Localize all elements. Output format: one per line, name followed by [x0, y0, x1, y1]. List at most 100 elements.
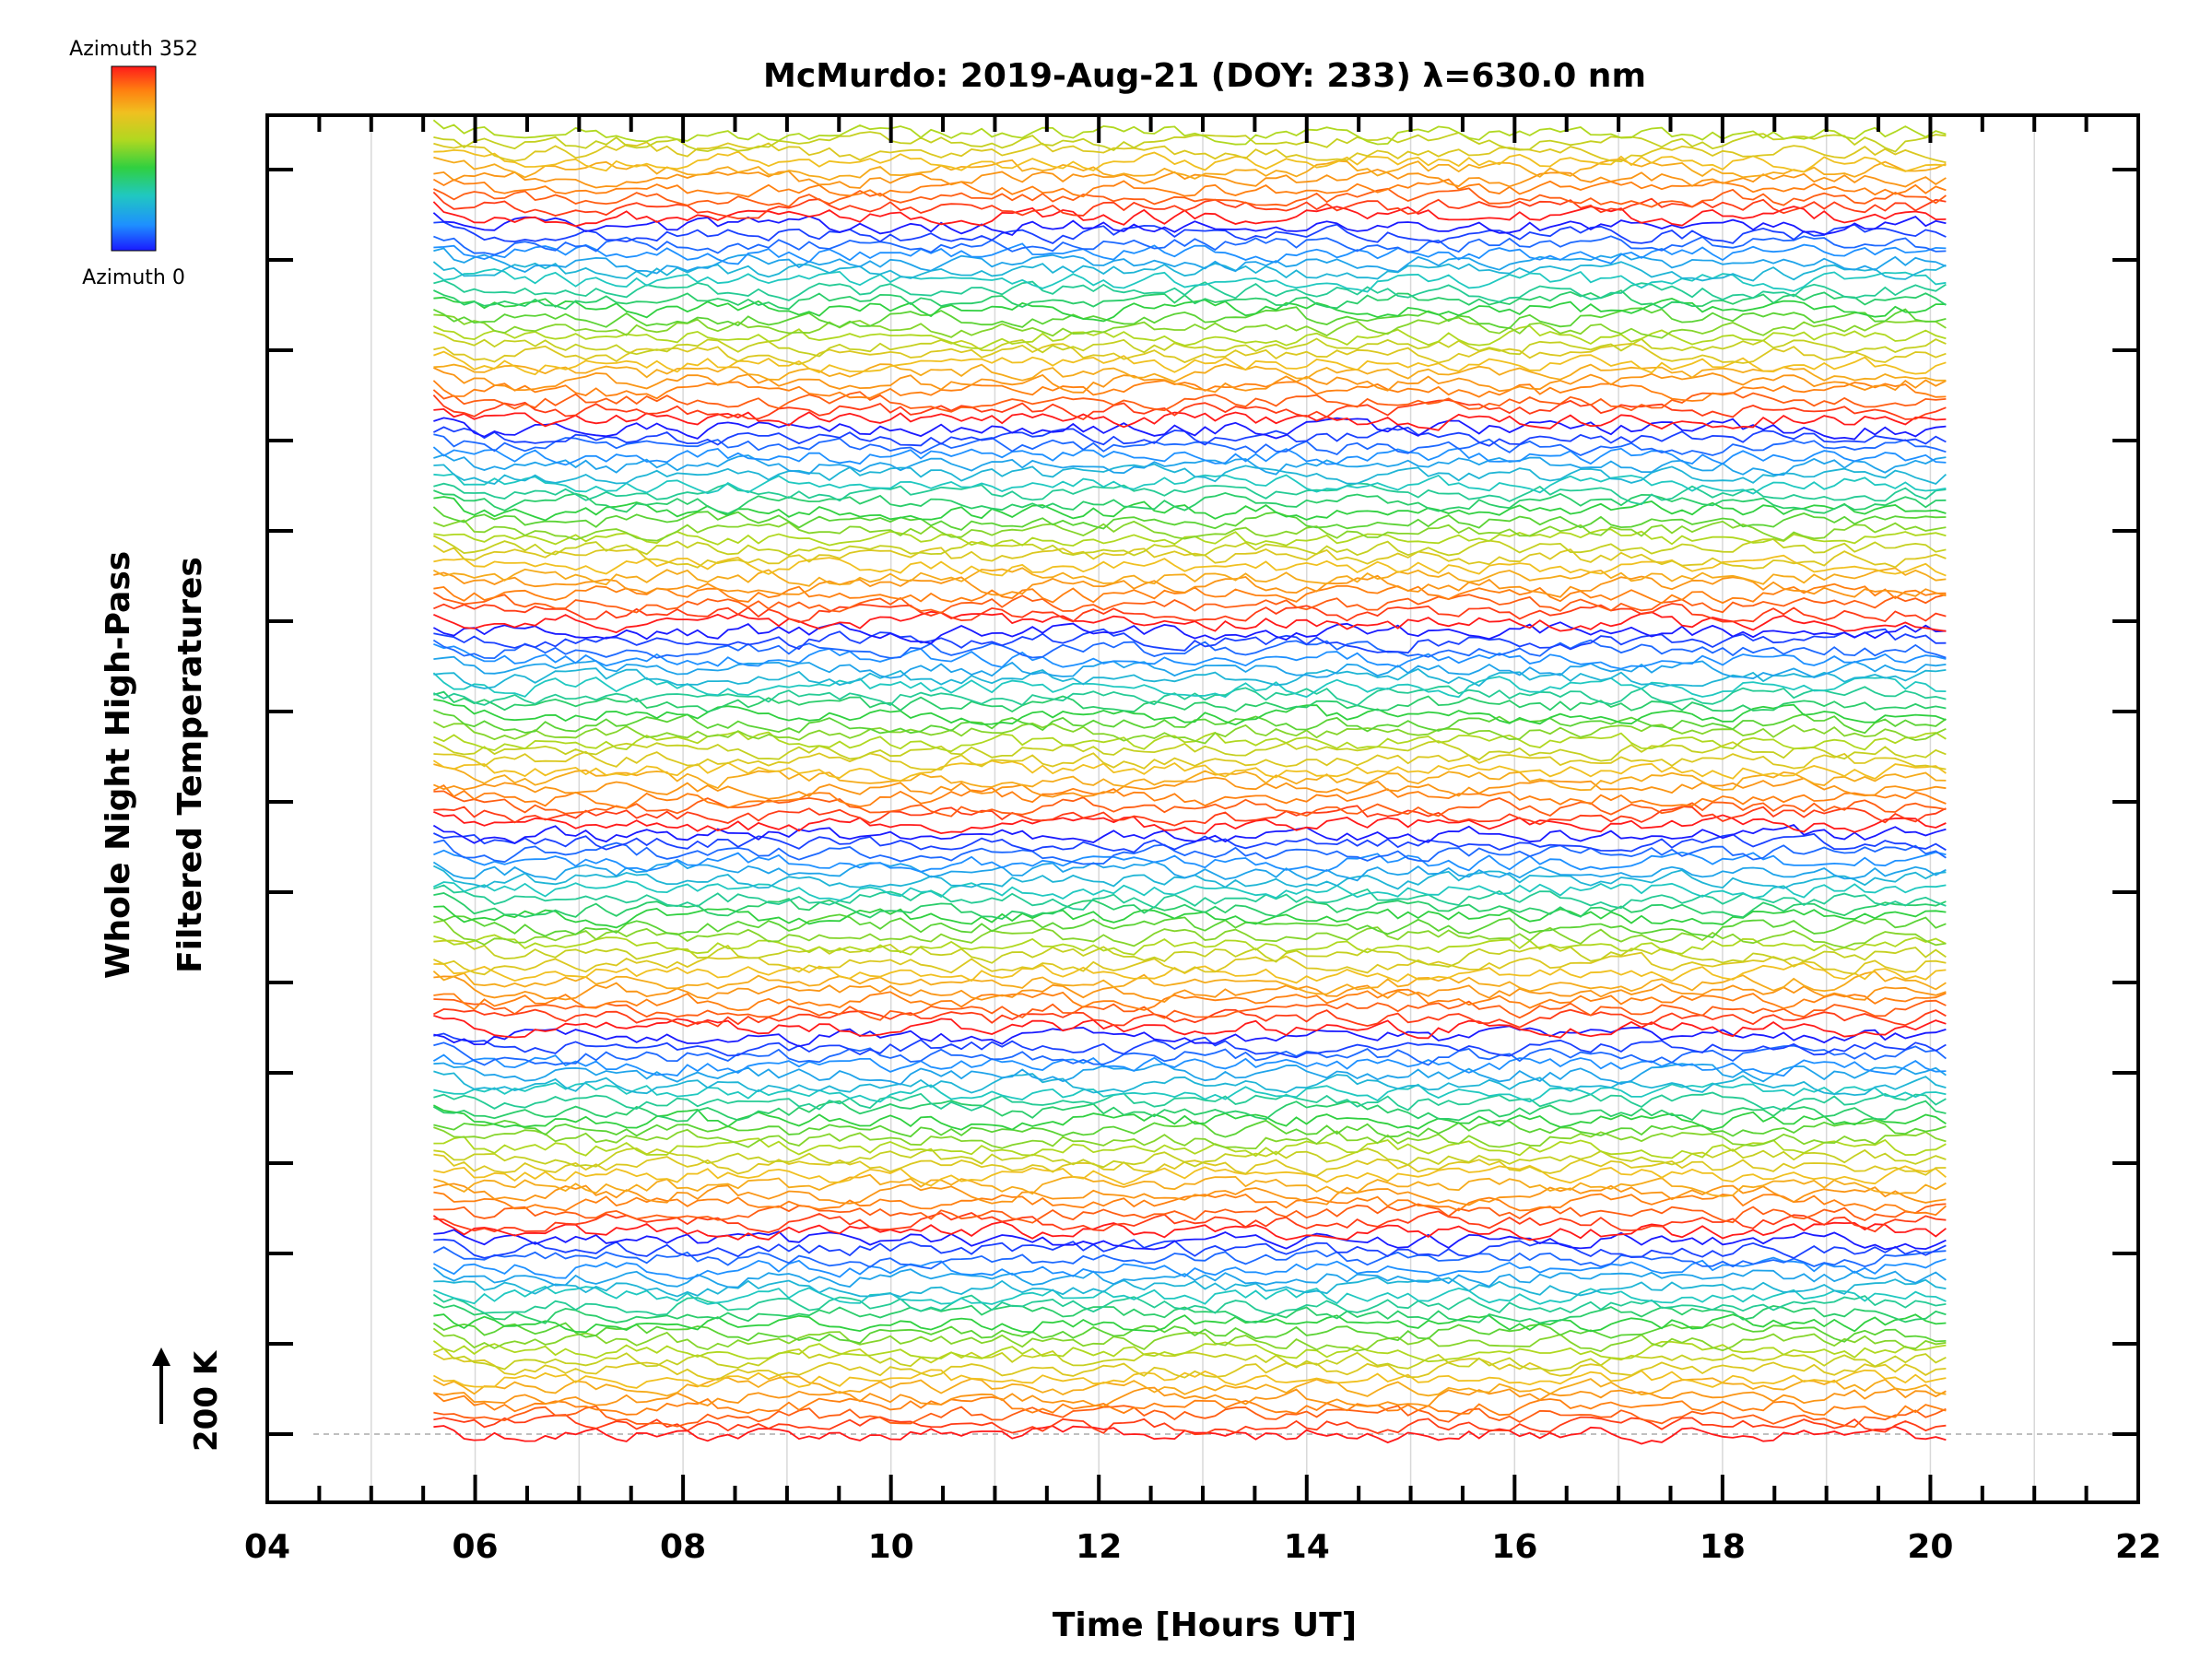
- trace-line: [432, 1104, 1947, 1131]
- trace-line: [433, 975, 1947, 1003]
- trace-line: [433, 1126, 1947, 1150]
- trace-line: [432, 389, 1947, 413]
- trace-line: [433, 235, 1947, 256]
- trace-line: [432, 446, 1947, 466]
- trace-line: [432, 1266, 1947, 1288]
- trace-line: [433, 463, 1947, 486]
- trace-line: [432, 261, 1947, 282]
- trace-line: [432, 621, 1947, 645]
- x-tick-label: 16: [1491, 1528, 1537, 1566]
- trace-line: [433, 690, 1947, 713]
- trace-line: [433, 1070, 1947, 1097]
- trace-line: [433, 350, 1947, 376]
- trace-line: [433, 602, 1947, 624]
- trace-line: [433, 528, 1947, 547]
- trace-line: [432, 544, 1947, 570]
- trace-line: [433, 187, 1947, 208]
- trace-line: [433, 610, 1947, 634]
- trace-line: [433, 313, 1947, 339]
- trace-line: [433, 998, 1947, 1021]
- trace-line: [433, 482, 1947, 506]
- trace-line: [433, 763, 1947, 792]
- y-axis-label-line1: Whole Night High-Pass: [100, 551, 137, 979]
- trace-line: [432, 1293, 1947, 1316]
- trace-line: [433, 913, 1947, 939]
- trace-line: [433, 1007, 1947, 1029]
- trace-line: [433, 832, 1947, 853]
- trace-line: [433, 1182, 1947, 1206]
- trace-line: [432, 379, 1947, 402]
- trace-line: [432, 394, 1947, 421]
- trace-line: [433, 1015, 1947, 1040]
- trace-line: [433, 1347, 1947, 1372]
- trace-line: [433, 880, 1947, 901]
- trace-line: [433, 1025, 1947, 1048]
- x-tick-label: 12: [1076, 1528, 1122, 1566]
- trace-line: [433, 156, 1947, 182]
- trace-line: [433, 1210, 1947, 1234]
- trace-line: [433, 1203, 1947, 1224]
- x-tick-label: 20: [1907, 1528, 1953, 1566]
- trace-line: [433, 1041, 1947, 1066]
- trace-line: [432, 1053, 1947, 1077]
- trace-line: [433, 433, 1947, 456]
- axis-ticks: [265, 115, 2140, 1502]
- trace-line: [433, 1062, 1947, 1086]
- trace-line: [432, 1339, 1947, 1363]
- colorbar-bottom-label: Azimuth 0: [82, 266, 185, 289]
- trace-line: [433, 306, 1947, 330]
- trace-line: [433, 473, 1947, 495]
- trace-line: [432, 1246, 1947, 1270]
- trace-line: [433, 131, 1947, 153]
- trace-line: [433, 892, 1947, 920]
- trace-line: [433, 571, 1947, 598]
- trace-line: [433, 740, 1947, 762]
- trace-line: [433, 242, 1947, 265]
- trace-line: [433, 884, 1947, 911]
- trace-line: [432, 1369, 1947, 1389]
- trace-line: [433, 951, 1947, 976]
- trace-line: [432, 201, 1947, 228]
- trace-line: [433, 919, 1947, 948]
- trace-line: [433, 839, 1947, 865]
- trace-line: [433, 1238, 1947, 1260]
- trace-line: [432, 1392, 1947, 1418]
- trace-line: [433, 279, 1947, 303]
- trace-line: [432, 426, 1947, 447]
- trace-line: [433, 247, 1947, 275]
- trace-line: [433, 331, 1947, 358]
- x-tick-label: 08: [660, 1528, 706, 1566]
- traces: [432, 119, 1947, 1445]
- x-tick-label: 06: [453, 1528, 499, 1566]
- trace-line: [433, 496, 1947, 522]
- trace-line: [433, 489, 1947, 515]
- trace-line: [433, 1276, 1947, 1298]
- trace-line: [432, 860, 1947, 882]
- trace-line: [433, 1313, 1947, 1334]
- colorbar: [111, 65, 157, 252]
- trace-line: [433, 1229, 1947, 1251]
- vertical-grid: [371, 115, 2035, 1502]
- x-tick-label: 10: [868, 1528, 914, 1566]
- trace-line: [432, 823, 1947, 844]
- scale-label: 200 K: [188, 1349, 225, 1452]
- trace-line: [432, 1100, 1947, 1123]
- trace-line: [433, 367, 1947, 394]
- trace-line: [433, 289, 1947, 311]
- trace-line: [433, 220, 1947, 245]
- trace-line: [432, 1375, 1947, 1397]
- trace-line: [433, 1164, 1947, 1187]
- trace-line: [433, 1082, 1947, 1103]
- trace-line: [433, 1091, 1947, 1112]
- trace-line: [432, 1215, 1947, 1241]
- trace-line: [433, 363, 1947, 383]
- trace-line: [433, 699, 1947, 726]
- x-tick-label: 04: [244, 1528, 290, 1566]
- trace-line: [433, 750, 1947, 771]
- trace-line: [433, 1173, 1947, 1197]
- trace-line: [433, 1301, 1947, 1324]
- trace-line: [433, 1405, 1947, 1429]
- trace-line: [433, 934, 1947, 956]
- trace-line: [433, 1386, 1947, 1408]
